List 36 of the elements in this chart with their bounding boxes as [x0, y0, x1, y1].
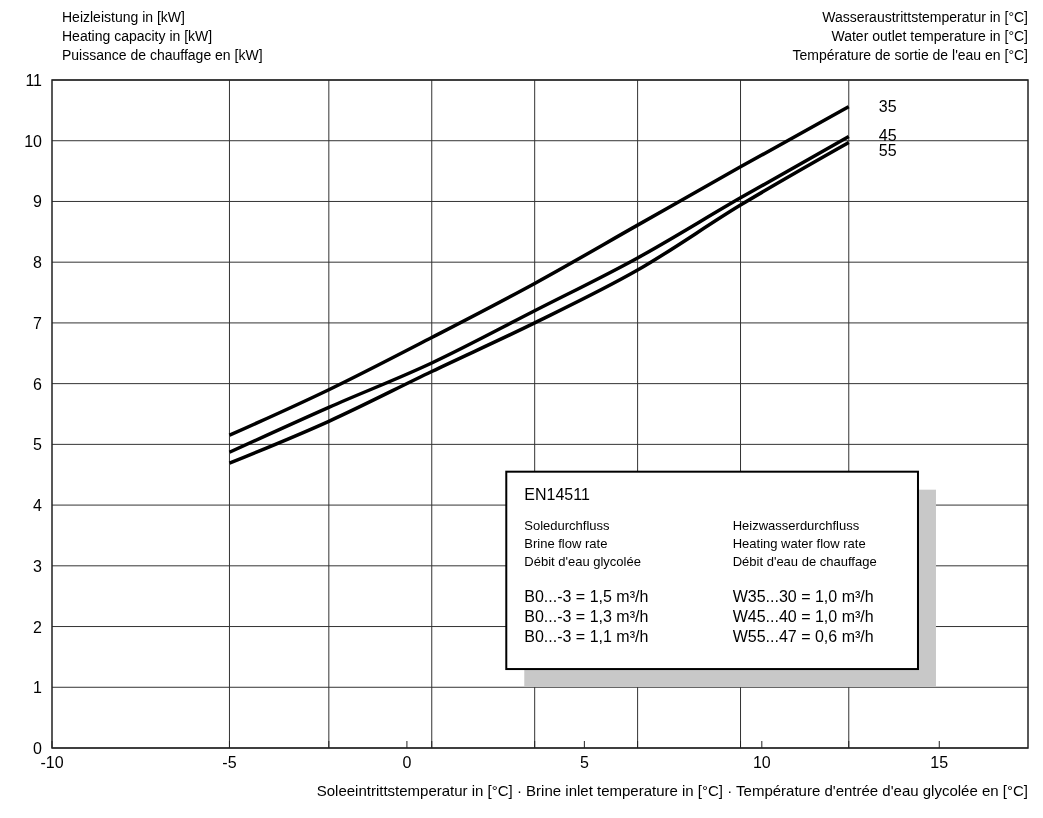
- y-tick-label: 11: [25, 72, 43, 89]
- annotation: Soledurchfluss: [524, 517, 611, 533]
- annotation: W55...47 = 0,6 m³/h: [732, 627, 874, 645]
- annotation: W45...40 = 1,0 m³/h: [732, 607, 874, 625]
- annotation: Débit d'eau glycolée: [524, 553, 641, 569]
- y-tick-label: 3: [33, 557, 43, 575]
- y-tick-label: 0: [33, 740, 43, 757]
- annotation: Brine flow rate: [524, 535, 608, 551]
- annotation: Débit d'eau de chauffage: [732, 553, 877, 569]
- series-label: 35: [878, 97, 897, 115]
- y-tick-label: 1: [33, 679, 43, 697]
- x-tick-label: -5: [222, 754, 237, 771]
- annotation: B0...-3 = 1,5 m³/h: [524, 587, 649, 605]
- y-tick-label: 2: [33, 618, 43, 636]
- y-tick-label: 10: [24, 132, 43, 150]
- annotation: EN14511: [524, 485, 590, 503]
- annotation: W35...30 = 1,0 m³/h: [732, 587, 874, 605]
- y-tick-label: 4: [33, 497, 43, 515]
- y-tick-label: 6: [33, 375, 43, 393]
- x-axis-title: Soleeintrittstemperatur in [°C] · Brine inlet temperature in [°C] · Température d'entrée d'eau glycolée en [°C]: [316, 782, 1028, 799]
- x-tick-label: 15: [930, 754, 949, 771]
- annotation: Heating water flow rate: [732, 535, 866, 551]
- annotation: B0...-3 = 1,3 m³/h: [524, 607, 649, 625]
- y-axis-title: Heizleistung in [kW] Heating capacity in [kW] Puissance de chauffage en [kW]: [62, 9, 263, 63]
- y-tick-label: 7: [33, 314, 43, 332]
- series-label: 55: [878, 141, 897, 159]
- y-tick-label: 9: [33, 193, 43, 211]
- annotation: B0...-3 = 1,1 m³/h: [524, 627, 649, 645]
- legend-title: Wasseraustrittstemperatur in [°C] Water outlet temperature in [°C] Température de sortie de l'eau en [°C]: [792, 9, 1028, 63]
- x-tick-label: 10: [752, 754, 771, 771]
- y-tick-label: 8: [33, 254, 43, 272]
- y-tick-label: 5: [33, 436, 43, 454]
- x-tick-label: -10: [40, 754, 64, 771]
- x-tick-label: 5: [579, 754, 589, 771]
- annotation: Heizwasserdurchfluss: [732, 517, 860, 533]
- x-tick-label: 0: [402, 754, 412, 771]
